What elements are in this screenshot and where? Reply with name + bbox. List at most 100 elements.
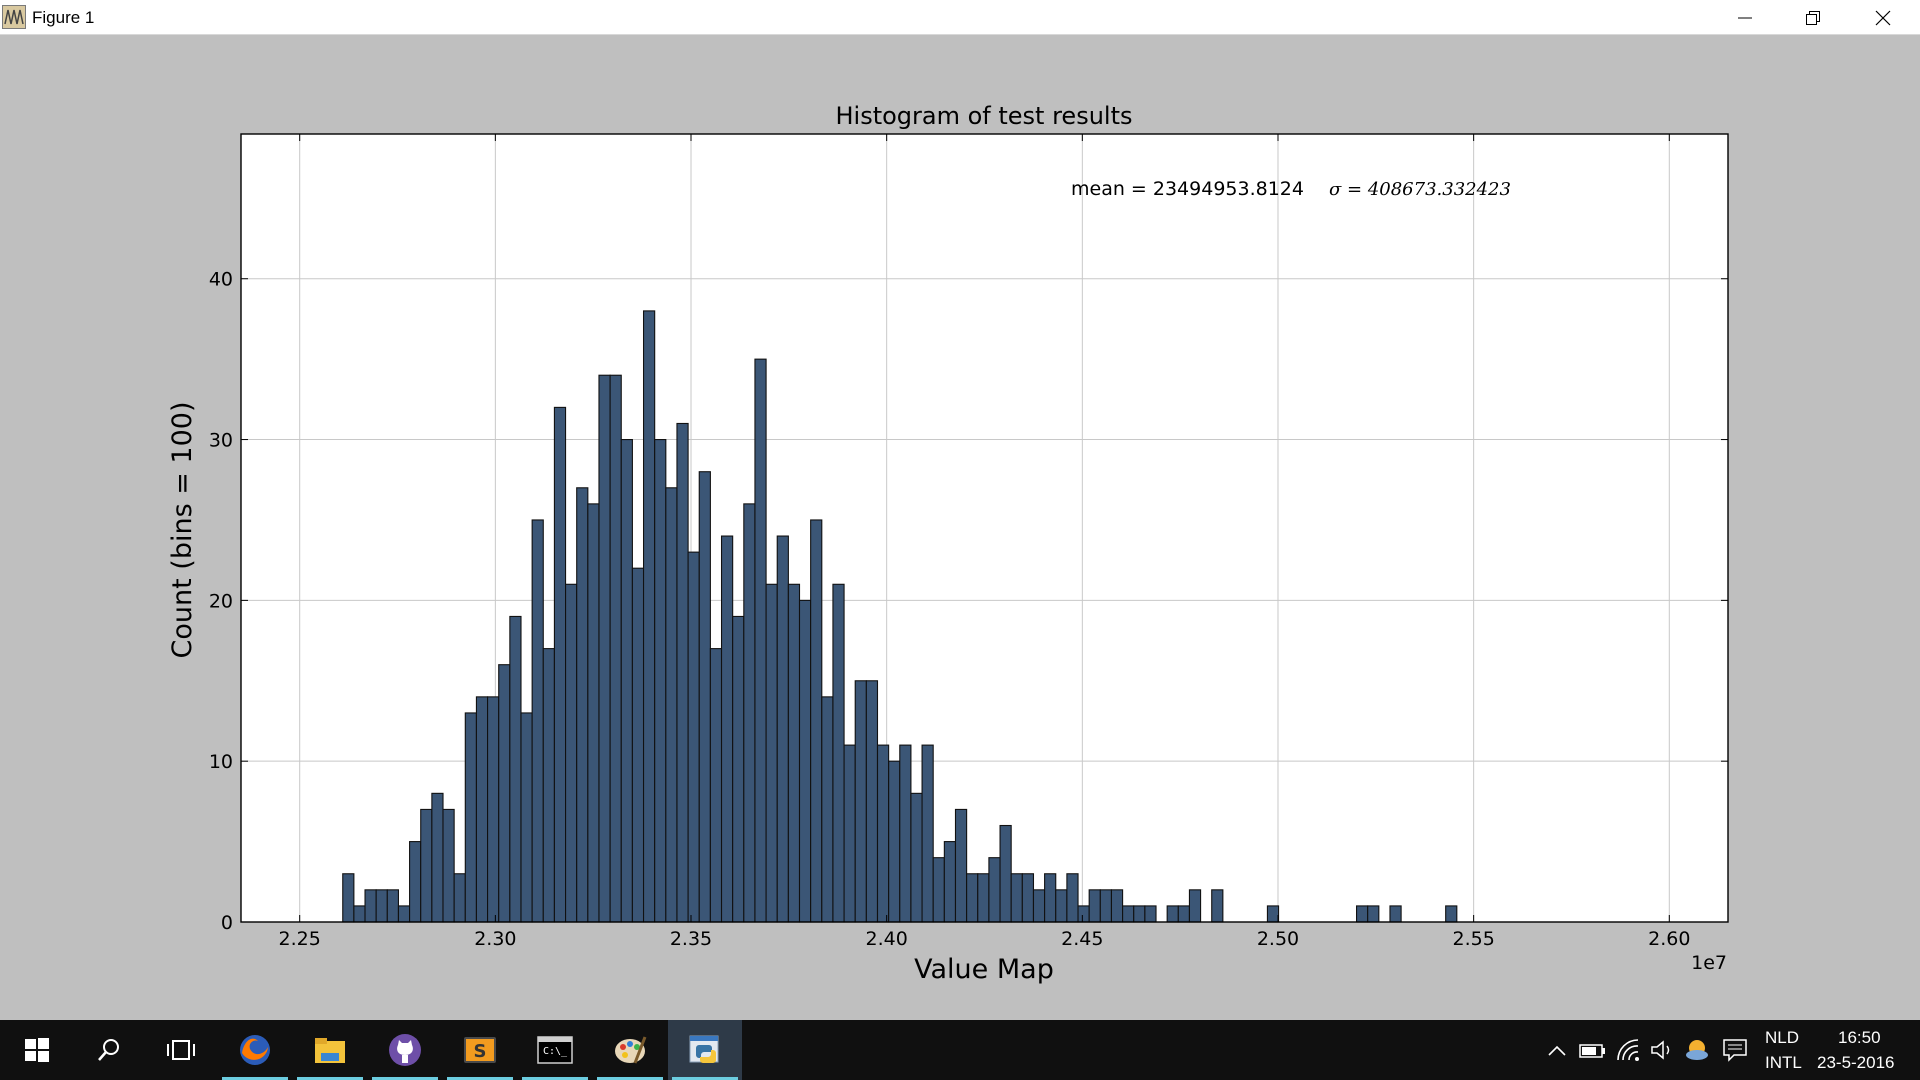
histogram-bar: [587, 503, 600, 923]
histogram-bar: [988, 857, 1001, 923]
taskbar-firefox[interactable]: [218, 1020, 292, 1080]
y-tick-label: 40: [209, 269, 233, 291]
figure-canvas: 2.25 2.30 2.35 2.40 2.45 2.50 2.55 2.60 0 10 20 30 4…: [0, 36, 1920, 1020]
histogram-bar: [787, 583, 801, 923]
keyboard-layout-indicator[interactable]: INTL: [1765, 1053, 1802, 1072]
x-tick-label: 2.45: [1061, 928, 1103, 950]
svg-text:C:\_: C:\_: [543, 1046, 568, 1057]
taskbar-paint[interactable]: [593, 1020, 667, 1080]
y-tick-label: 10: [209, 751, 233, 773]
python-icon: [689, 1035, 719, 1063]
histogram-bar: [966, 873, 979, 923]
axes-background: [241, 134, 1728, 922]
histogram-bar: [977, 873, 990, 923]
taskbar-file-explorer[interactable]: [293, 1020, 367, 1080]
histogram-bar: [642, 310, 656, 923]
histogram-bar: [397, 905, 411, 923]
restore-button[interactable]: [1778, 0, 1848, 35]
y-tick-label: 20: [209, 590, 233, 612]
wifi-icon: [1617, 1039, 1639, 1061]
action-center-button[interactable]: [1721, 1036, 1749, 1064]
histogram-bar: [921, 744, 934, 923]
histogram-bar: [498, 664, 511, 923]
histogram-bar: [576, 487, 589, 923]
file-explorer-icon: [315, 1038, 345, 1063]
taskbar-github[interactable]: [368, 1020, 442, 1080]
histogram-bar: [353, 905, 366, 923]
histogram-bar: [487, 696, 500, 923]
windows-start-icon: [25, 1038, 49, 1062]
network-button[interactable]: [1614, 1036, 1642, 1064]
task-view-button[interactable]: [144, 1020, 218, 1080]
histogram-bar: [943, 841, 957, 923]
histogram-bar: [676, 422, 689, 923]
histogram-bar: [821, 696, 834, 923]
histogram-bar: [720, 535, 734, 923]
mean-annotation: mean = 23494953.8124: [1071, 178, 1304, 200]
chevron-up-icon: [1548, 1045, 1566, 1056]
histogram-bar: [1389, 905, 1402, 923]
volume-button[interactable]: [1648, 1036, 1676, 1064]
histogram-bar: [1144, 905, 1157, 923]
histogram-bar: [843, 744, 856, 923]
histogram-bar: [1211, 889, 1224, 923]
minimize-button[interactable]: [1710, 0, 1780, 35]
histogram-bar: [765, 583, 778, 923]
window-title: Figure 1: [32, 8, 95, 27]
axis-ticks: 2.25 2.30 2.35 2.40 2.45 2.50 2.55 2.60 0 10 20 30 4…: [209, 134, 1728, 950]
histogram-bar: [899, 744, 912, 923]
language-indicator[interactable]: NLD: [1765, 1028, 1800, 1047]
histogram-bar: [553, 406, 567, 923]
histogram-bar: [798, 599, 812, 923]
battery-button[interactable]: [1578, 1036, 1606, 1064]
histogram-bar: [1099, 889, 1113, 923]
axes-frame: [240, 133, 1729, 923]
task-view-icon: [167, 1040, 195, 1060]
histogram-bar: [464, 712, 477, 923]
weather-button[interactable]: [1683, 1036, 1711, 1064]
search-icon: [98, 1039, 119, 1061]
histogram-bar: [1133, 905, 1146, 923]
histogram-bar: [776, 535, 789, 923]
histogram-bar: [1044, 873, 1057, 923]
y-tick-label: 30: [209, 430, 233, 452]
start-button[interactable]: [0, 1020, 74, 1080]
svg-text:S: S: [474, 1041, 487, 1062]
figure-window: Figure 1 2.25 2.30 2.35 2.40 2.45 2.50 2.55 2.6…: [0, 0, 1920, 1020]
histogram-bar: [1110, 889, 1124, 923]
x-tick-label: 2.50: [1257, 928, 1299, 950]
histogram-bar: [1021, 873, 1035, 923]
histogram-bar: [375, 889, 388, 923]
histogram-bar: [620, 439, 633, 923]
histogram-bar: [888, 760, 901, 923]
histogram-bar: [732, 615, 745, 923]
search-button[interactable]: [72, 1020, 146, 1080]
histogram-bar: [954, 808, 968, 923]
histogram-bar: [409, 841, 422, 923]
x-offset-label: 1e7: [1691, 952, 1727, 974]
histogram-bar: [1032, 889, 1046, 923]
taskbar-sublime-text[interactable]: S: [443, 1020, 517, 1080]
clock-date[interactable]: 23-5-2016: [1817, 1053, 1895, 1072]
close-button[interactable]: [1848, 0, 1918, 35]
paint-icon: [615, 1036, 647, 1064]
histogram-bar: [1177, 905, 1190, 923]
title-bar[interactable]: Figure 1: [0, 0, 1920, 35]
histogram-bar: [1166, 905, 1179, 923]
histogram-bar: [475, 696, 489, 923]
firefox-icon: [240, 1035, 270, 1065]
minimize-icon: [1738, 17, 1752, 18]
taskbar-command-prompt[interactable]: C:\_: [518, 1020, 592, 1080]
histogram-bar: [654, 439, 667, 923]
histogram-bars: [342, 310, 1458, 923]
histogram-bar: [1356, 905, 1369, 923]
show-hidden-icons-button[interactable]: [1543, 1036, 1571, 1064]
taskbar-python[interactable]: [668, 1020, 742, 1080]
clock-time[interactable]: 16:50: [1838, 1028, 1881, 1047]
sigma-annotation: σ = 408673.332423: [1329, 179, 1511, 200]
histogram-bar: [431, 792, 444, 923]
weather-icon: [1686, 1040, 1708, 1060]
x-tick-label: 2.30: [474, 928, 516, 950]
maximize-icon: [1806, 10, 1820, 25]
sublime-text-icon: S: [464, 1037, 496, 1063]
